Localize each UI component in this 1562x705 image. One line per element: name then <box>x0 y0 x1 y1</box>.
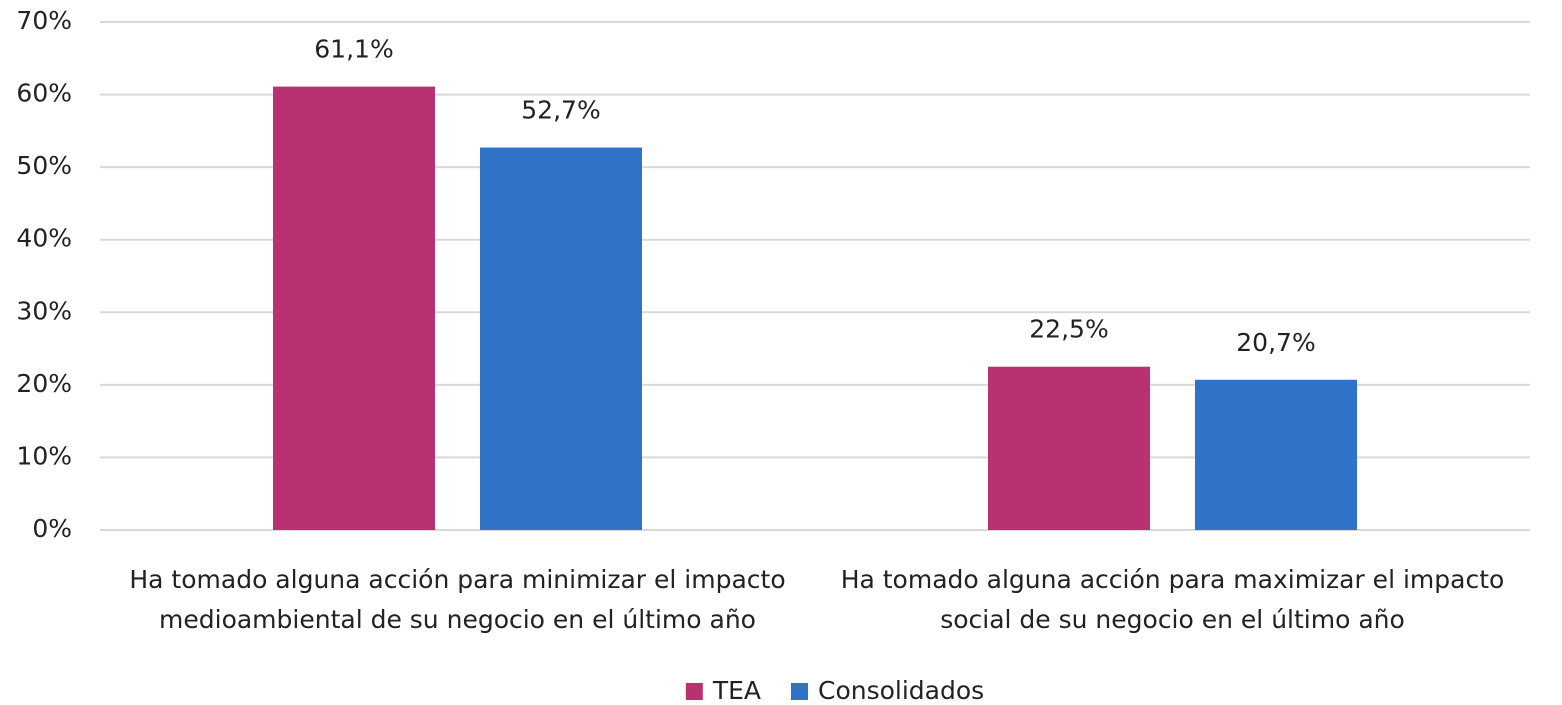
bar <box>1195 379 1357 530</box>
y-tick-label: 40% <box>16 224 72 253</box>
legend-swatch <box>790 683 808 700</box>
y-tick-label: 20% <box>16 369 72 398</box>
x-tick-label: Ha tomado alguna acción para maximizar e… <box>840 565 1505 634</box>
y-tick-label: 50% <box>16 151 72 180</box>
y-tick-label: 0% <box>32 514 72 543</box>
bar <box>480 147 642 530</box>
x-tick-label: Ha tomado alguna acción para minimizar e… <box>129 565 786 634</box>
bar <box>273 86 435 531</box>
data-label: 20,7% <box>1236 328 1315 357</box>
bar <box>988 366 1150 530</box>
y-tick-label: 60% <box>16 79 72 108</box>
y-tick-label: 30% <box>16 296 72 325</box>
y-tick-label: 10% <box>16 441 72 470</box>
data-label: 22,5% <box>1029 315 1108 344</box>
data-label: 61,1% <box>314 35 393 64</box>
data-label: 52,7% <box>521 96 600 125</box>
legend-label: Consolidados <box>818 676 984 705</box>
legend-label: TEA <box>712 676 761 705</box>
legend-swatch <box>685 683 703 700</box>
y-tick-label: 70% <box>16 6 72 35</box>
